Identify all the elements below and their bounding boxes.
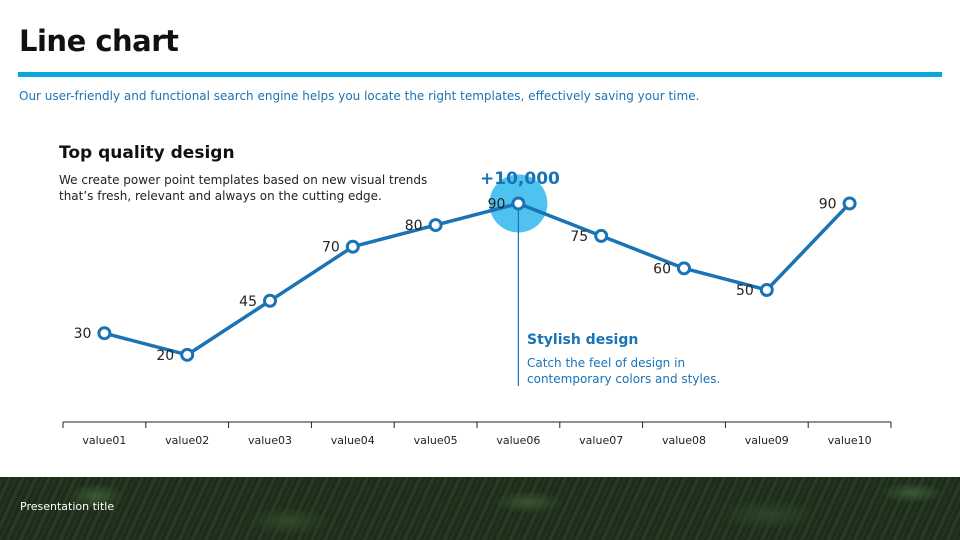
data-point — [97, 326, 112, 341]
x-tick-label: value05 — [414, 434, 458, 447]
data-label: 75 — [570, 229, 588, 245]
footer-title: Presentation title — [20, 500, 115, 513]
page-title: Line chart — [19, 24, 179, 58]
data-point — [842, 196, 857, 211]
data-point — [759, 282, 774, 297]
data-point — [180, 347, 195, 362]
data-label: 90 — [488, 196, 506, 212]
x-tick-label: value08 — [662, 434, 706, 447]
callout-body: Catch the feel of design in contemporary… — [527, 356, 721, 386]
footer-band: Presentation title — [0, 477, 960, 540]
data-point — [594, 228, 609, 243]
page-subtitle: Our user-friendly and functional search … — [19, 89, 700, 103]
x-tick-label: value02 — [165, 434, 209, 447]
data-point — [511, 196, 526, 211]
x-tick-label: value03 — [248, 434, 292, 447]
data-label: 45 — [239, 294, 257, 310]
x-tick-label: value09 — [745, 434, 789, 447]
data-label: 60 — [653, 261, 671, 277]
data-label: 20 — [156, 348, 174, 364]
data-label: 50 — [736, 283, 754, 299]
title-underline — [18, 72, 942, 77]
line-chart: value01 value02 value03 value04 value05 value… — [62, 174, 892, 447]
data-point — [345, 239, 360, 254]
intro-body: We create power point templates based on… — [59, 173, 428, 203]
series-line — [103, 201, 851, 357]
x-tick-label: value06 — [496, 434, 540, 447]
intro-heading: Top quality design — [59, 143, 235, 163]
data-label: 30 — [74, 326, 92, 342]
highlight-value: +10,000 — [480, 169, 560, 189]
callout-heading: Stylish design — [527, 332, 639, 348]
data-point — [263, 293, 277, 308]
data-label: 90 — [819, 196, 837, 212]
data-point — [677, 261, 691, 276]
x-tick-label: value07 — [579, 434, 623, 447]
data-point — [428, 218, 443, 233]
x-tick-label: value04 — [331, 434, 375, 447]
data-label: 80 — [405, 218, 423, 234]
data-label: 70 — [322, 240, 340, 256]
x-tick-label: value10 — [828, 434, 872, 447]
x-tick-label: value01 — [82, 434, 126, 447]
